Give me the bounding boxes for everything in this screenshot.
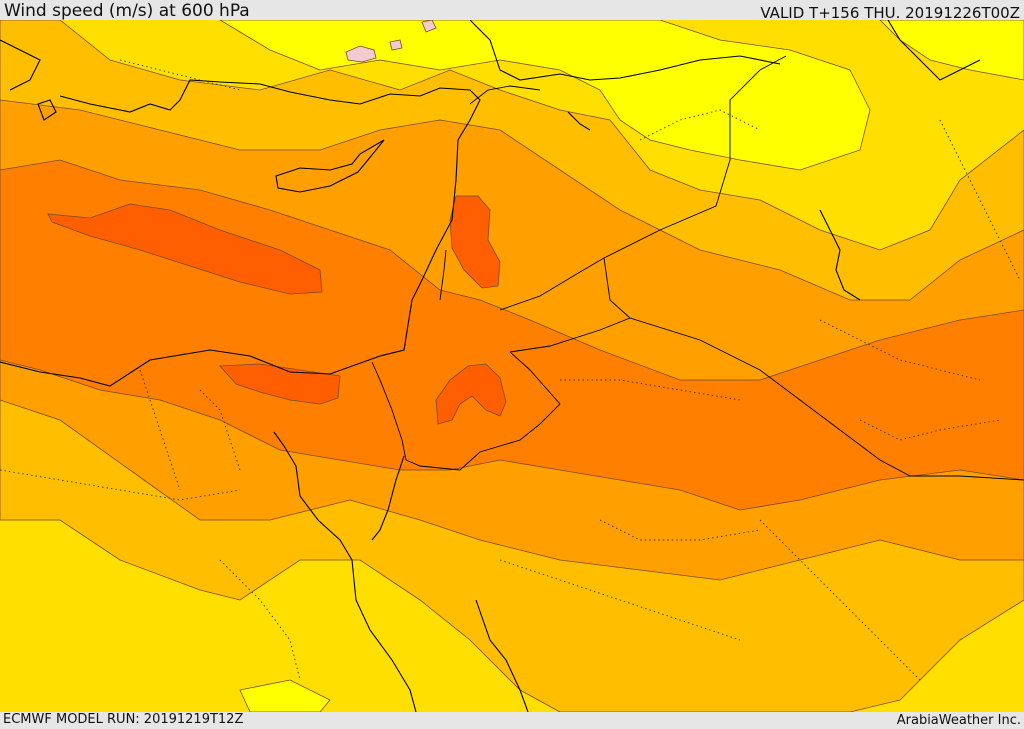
band-core-levant — [449, 195, 501, 289]
band-pale-spot-1 — [345, 45, 377, 63]
model-run-label: ECMWF MODEL RUN: 20191219T12Z — [3, 712, 244, 727]
band-pale-spot-3 — [421, 20, 437, 33]
valid-time: VALID T+156 THU. 20191226T00Z — [760, 4, 1020, 22]
admin-boundaries — [0, 59, 1021, 681]
credit-label: ArabiaWeather Inc. — [896, 713, 1021, 728]
band-pale-spot-2 — [389, 39, 403, 51]
band-yellow-north — [219, 20, 871, 171]
header-bar: Wind speed (m/s) at 600 hPa VALID T+156 … — [0, 0, 1024, 22]
country-borders — [371, 55, 1024, 481]
band-core-sinai — [219, 363, 341, 405]
footer-bar: ECMWF MODEL RUN: 20191219T12Z ArabiaWeat… — [0, 712, 1024, 729]
map-title: Wind speed (m/s) at 600 hPa — [4, 1, 250, 21]
wind-speed-map — [0, 20, 1024, 712]
band-core-west — [47, 203, 323, 295]
band-core-jordan — [435, 363, 507, 425]
coastlines — [0, 20, 981, 712]
band-yellow-south — [239, 679, 331, 712]
